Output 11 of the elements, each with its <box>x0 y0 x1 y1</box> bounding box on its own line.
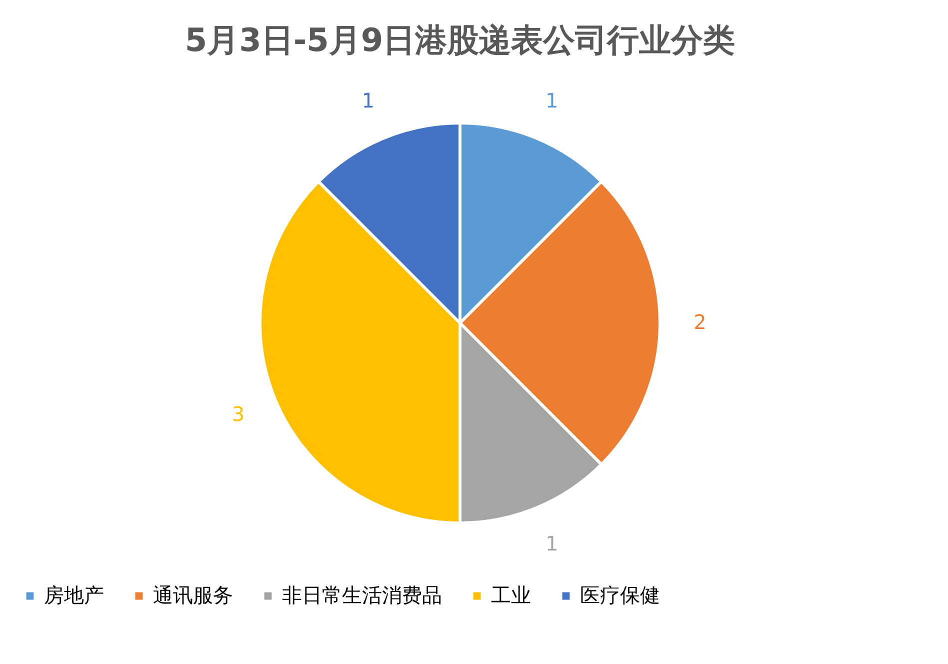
data-label: 1 <box>362 88 375 112</box>
chart-title: 5月3日-5月9日港股递表公司行业分类 <box>184 21 736 59</box>
legend-label: 非日常生活消费品 <box>282 583 442 607</box>
data-label: 3 <box>232 402 245 426</box>
legend-label: 医疗保健 <box>580 583 660 607</box>
data-label: 1 <box>545 532 558 556</box>
legend-label: 房地产 <box>44 583 104 607</box>
data-label: 1 <box>545 88 558 112</box>
data-label: 2 <box>694 310 706 334</box>
legend-label: 工业 <box>491 583 531 607</box>
legend-label: 通讯服务 <box>153 583 233 607</box>
